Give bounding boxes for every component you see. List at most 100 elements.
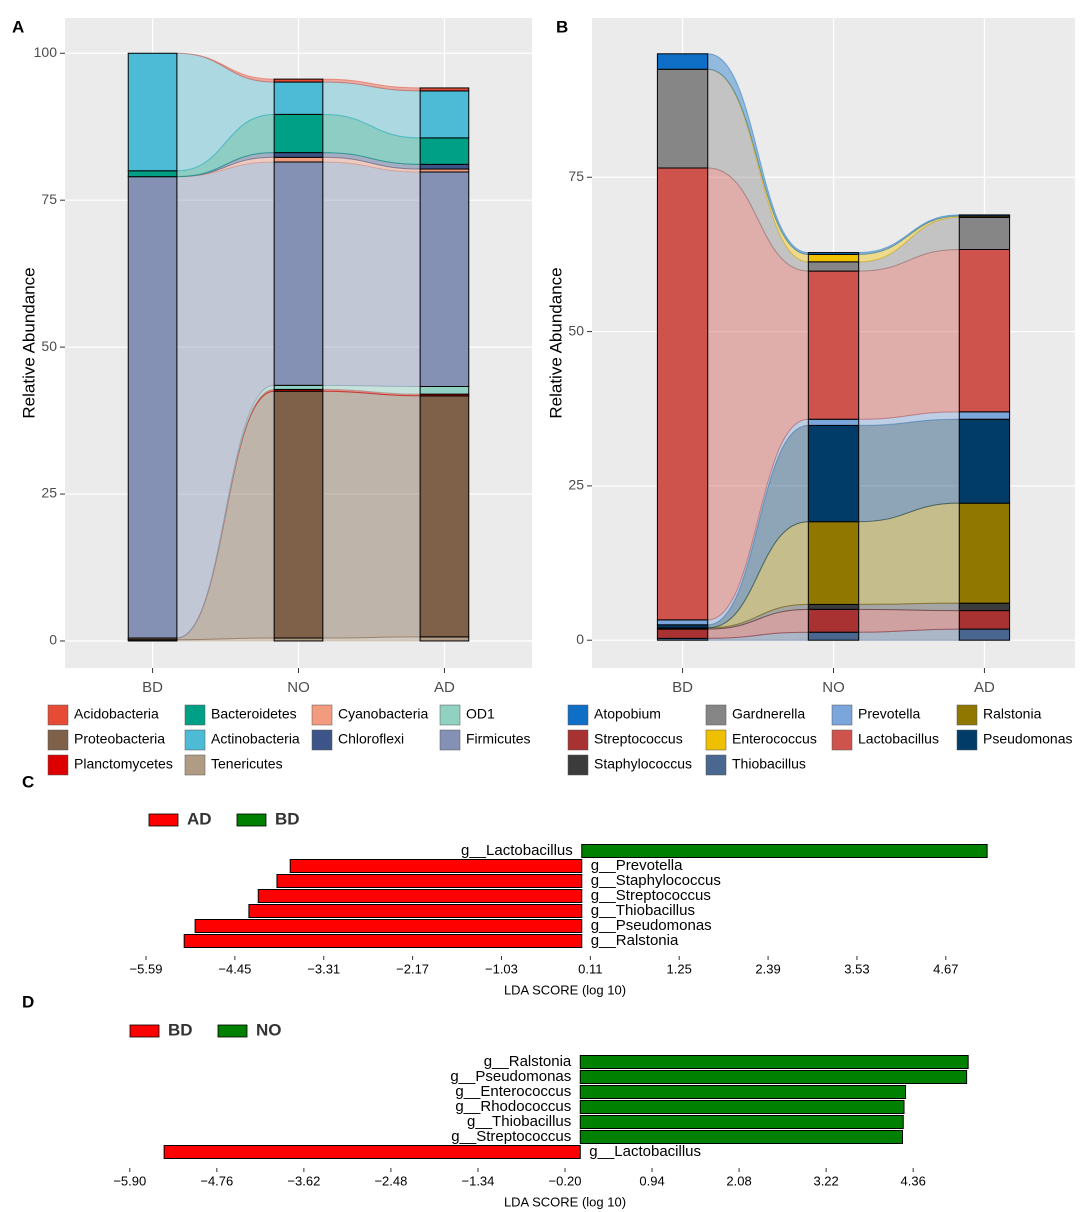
x-tick-label: −5.90 [113, 1173, 146, 1188]
x-tick-label: 3.53 [844, 961, 869, 976]
stacked-bar [419, 137, 470, 165]
legend-label: Bacteroidetes [211, 706, 297, 722]
y-tick-label: 75 [568, 168, 584, 184]
stacked-bar [807, 252, 860, 255]
y-tick-label: 50 [568, 322, 584, 338]
y-tick-label: 25 [41, 485, 57, 501]
legend-label: Lactobacillus [858, 731, 939, 747]
bar [579, 1115, 904, 1129]
legend-key [47, 754, 69, 776]
stacked-bar [419, 163, 470, 170]
bar-label: g__Pseudomonas [450, 1068, 571, 1085]
legend-key [129, 1024, 160, 1038]
bar-label: g__Thiobacillus [467, 1113, 571, 1130]
stacked-bar [419, 171, 470, 387]
legend-label: BD [168, 1020, 193, 1039]
bar [579, 1130, 903, 1144]
x-axis-title: LDA SCORE (log 10) [504, 982, 626, 997]
stacked-bar [807, 521, 860, 605]
legend-key [184, 704, 206, 726]
stacked-bar [807, 261, 860, 272]
x-tick-label: −5.59 [130, 961, 163, 976]
y-axis-title: Relative Abundance [546, 267, 565, 418]
legend-key [567, 754, 589, 776]
bar [163, 1145, 581, 1159]
x-tick-label: 4.36 [901, 1173, 926, 1188]
stacked-bar [807, 608, 860, 633]
stacked-bar [273, 78, 324, 83]
legend-label: Proteobacteria [74, 731, 165, 747]
stacked-bar [273, 113, 324, 154]
x-tick-label: −3.31 [307, 961, 340, 976]
x-tick-label: −4.45 [218, 961, 251, 976]
legend-label: Ralstonia [983, 706, 1042, 722]
legend-label: Firmicutes [466, 731, 531, 747]
stacked-bar [273, 161, 324, 386]
bar-label: g__Lactobacillus [589, 1143, 701, 1160]
flow [322, 390, 421, 639]
bar-label: g__Prevotella [591, 857, 683, 874]
x-tick-label: 2.39 [755, 961, 780, 976]
stacked-bar [807, 418, 860, 426]
bar-label: g__Rhodococcus [455, 1098, 571, 1115]
bar-label: g__Enterococcus [455, 1083, 571, 1100]
stacked-bar [656, 619, 709, 626]
y-tick-label: 0 [576, 631, 584, 647]
x-tick-label: 1.25 [667, 961, 692, 976]
x-tick-label: NO [287, 679, 310, 696]
legend-key [831, 704, 853, 726]
bar [276, 874, 583, 888]
bar [194, 919, 583, 933]
legend-key [311, 704, 333, 726]
stacked-bar [958, 610, 1011, 630]
stacked-bar [419, 87, 470, 92]
stacked-bar [419, 90, 470, 139]
stacked-bar [958, 602, 1011, 612]
stacked-bar [273, 81, 324, 115]
flow [858, 248, 960, 420]
stacked-bar [273, 156, 324, 163]
legend-key [956, 704, 978, 726]
stacked-bar [807, 270, 860, 420]
stacked-bar [958, 216, 1011, 250]
legend-key [831, 729, 853, 751]
bar [257, 889, 583, 903]
bar-label: g__Pseudomonas [591, 917, 712, 934]
bar [579, 1085, 907, 1099]
bar-label: g__Ralstonia [484, 1053, 572, 1070]
stacked-bar [419, 395, 470, 638]
legend-key [956, 729, 978, 751]
legend-key [705, 704, 727, 726]
legend-label: Cyanobacteria [338, 706, 428, 722]
legend-label: Streptococcus [594, 731, 683, 747]
legend-label: Chloroflexi [338, 731, 404, 747]
x-tick-label: −2.48 [374, 1173, 407, 1188]
legend-key [148, 813, 179, 827]
legend-label: Gardnerella [732, 706, 805, 722]
legend-key [47, 729, 69, 751]
legend-key [567, 704, 589, 726]
x-tick-label: −1.34 [462, 1173, 495, 1188]
legend-key [311, 729, 333, 751]
x-tick-label: 3.22 [813, 1173, 838, 1188]
bar-label: g__Lactobacillus [461, 842, 573, 859]
panel-label: B [556, 17, 568, 36]
stacked-bar [958, 502, 1011, 604]
legend-label: Planctomycetes [74, 756, 173, 772]
x-tick-label: 0.94 [639, 1173, 664, 1188]
legend-key [567, 729, 589, 751]
legend-key [705, 729, 727, 751]
panel-label: C [22, 772, 34, 791]
stacked-bar [656, 53, 709, 70]
legend-key [705, 754, 727, 776]
x-tick-label: −1.03 [485, 961, 518, 976]
x-tick-label: 4.67 [933, 961, 958, 976]
legend-label: NO [256, 1020, 282, 1039]
bar-label: g__Streptococcus [451, 1128, 571, 1145]
stacked-bar [127, 170, 178, 178]
stacked-bar [958, 248, 1011, 413]
x-tick-label: BD [672, 679, 693, 696]
stacked-bar [273, 390, 324, 639]
legend-label: Tenericutes [211, 756, 283, 772]
x-tick-label: 0.11 [578, 961, 602, 976]
